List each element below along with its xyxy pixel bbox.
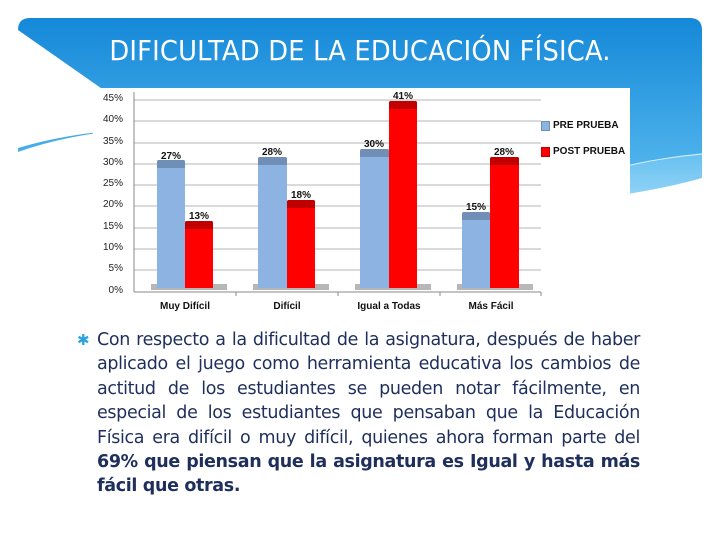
y-tick: 30% (102, 157, 123, 168)
value-label: 27% (160, 151, 181, 162)
value-label: 15% (465, 202, 486, 213)
bar-post-mas-facil (490, 157, 519, 288)
bar-pre-muy-dificil (157, 160, 185, 288)
x-label: Muy Difícil (159, 301, 210, 312)
value-label: 28% (261, 147, 282, 158)
y-tick: 40% (102, 114, 123, 125)
asterisk-bullet-icon: ✱ (77, 332, 90, 349)
legend-label: POST PRUEBA (553, 146, 626, 157)
legend-item-post: POST PRUEBA (541, 146, 625, 157)
y-tick: 0% (108, 285, 123, 296)
body-paragraph: Con respecto a la dificultad de la asign… (97, 328, 640, 499)
value-label: 41% (392, 91, 413, 102)
bar-post-dificil (287, 200, 315, 288)
value-label: 28% (493, 147, 514, 158)
legend-swatch-post (541, 146, 550, 157)
bar-post-igual (389, 101, 417, 288)
value-label: 30% (363, 139, 384, 150)
y-tick: 5% (108, 263, 123, 274)
bar-chart: 45% 40% 35% 30% 25% 20% 15% 10% 5% 0% 27… (93, 88, 630, 318)
value-label: 18% (290, 190, 311, 201)
legend-label: PRE PRUEBA (553, 120, 619, 131)
value-label: 13% (188, 211, 209, 222)
legend-item-pre: PRE PRUEBA (541, 120, 619, 131)
paragraph-bold: 69% que piensan que la asignatura es Igu… (97, 452, 640, 497)
y-tick: 45% (102, 93, 123, 104)
y-tick: 15% (102, 221, 123, 232)
slide-title: DIFICULTAD DE LA EDUCACIÓN FÍSICA. (109, 34, 611, 67)
y-tick: 10% (102, 242, 123, 253)
x-label: Igual a Todas (357, 301, 421, 312)
x-label: Difícil (273, 301, 301, 312)
bar-pre-igual (360, 149, 389, 288)
y-tick: 25% (102, 178, 123, 189)
paragraph-regular: Con respecto a la dificultad de la asign… (97, 330, 640, 448)
y-tick: 20% (102, 199, 123, 210)
bar-pre-dificil (258, 157, 287, 288)
bar-pre-mas-facil (462, 212, 490, 288)
bar-post-muy-dificil (185, 221, 213, 288)
legend-swatch-pre (541, 120, 550, 131)
x-label: Más Fácil (468, 301, 514, 312)
y-tick: 35% (102, 136, 123, 147)
